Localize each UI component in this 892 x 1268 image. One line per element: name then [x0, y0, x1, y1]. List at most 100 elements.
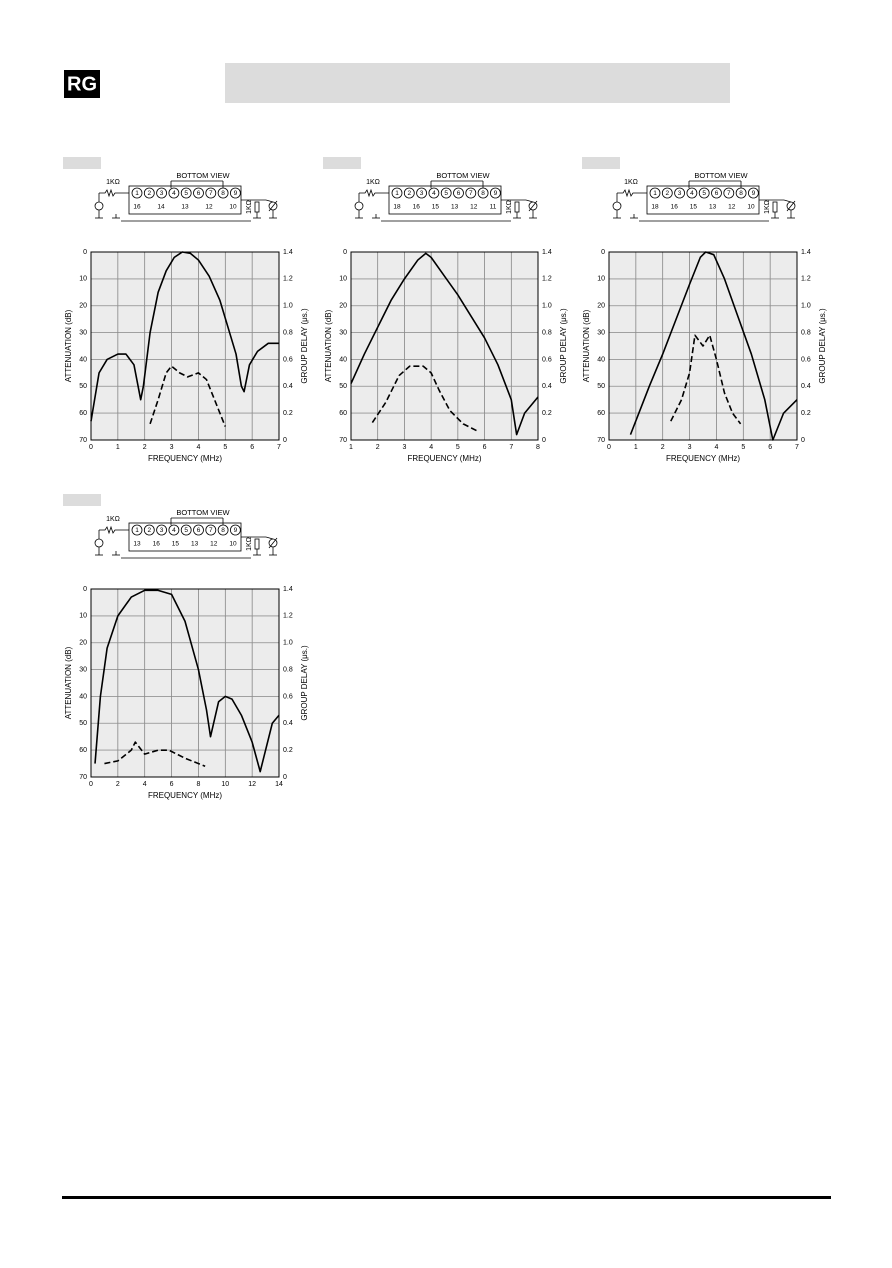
resistor — [254, 538, 260, 550]
plot-area — [351, 252, 538, 440]
pin — [674, 187, 685, 199]
pin — [229, 524, 241, 536]
resistor — [359, 188, 389, 198]
y2-axis-label: GROUP DELAY (μs.) — [300, 645, 309, 721]
pin — [477, 187, 489, 199]
y-tick-label: 0 — [83, 586, 87, 593]
y-axis-label: ATTENUATION (dB) — [64, 309, 73, 382]
x-tick-label: 4 — [196, 444, 200, 451]
y-tick-label: 40 — [79, 356, 87, 363]
plot-area — [91, 252, 279, 440]
pin — [723, 187, 735, 199]
wire — [265, 536, 274, 540]
x-tick-label: 1 — [349, 444, 353, 451]
resistor-label: 1KΩ — [106, 179, 120, 186]
y-tick-label: 10 — [79, 613, 87, 620]
y2-tick-label: 0.6 — [801, 356, 811, 363]
tag-box — [582, 157, 620, 169]
x-tick-label: 3 — [688, 444, 692, 451]
x-tick-label: 4 — [143, 781, 147, 788]
x-tick-label: 1 — [116, 444, 120, 451]
pin-label: 1 — [135, 527, 139, 534]
x-tick-label: 4 — [429, 444, 433, 451]
y-tick-label: 30 — [597, 329, 605, 336]
pin-label: 4 — [432, 190, 436, 197]
pin — [143, 524, 155, 536]
wire — [268, 537, 278, 549]
pin-label: 2 — [147, 527, 151, 534]
resistor-label: 1KΩ — [246, 537, 253, 551]
pin-label: 7 — [469, 190, 473, 197]
y2-tick-label: 1.4 — [283, 586, 293, 593]
series-line — [90, 251, 279, 422]
y2-tick-label: 0.8 — [801, 329, 811, 336]
pin-label: 12 — [470, 204, 478, 211]
x-axis-label: FREQUENCY (MHz) — [148, 791, 222, 800]
pin — [217, 524, 229, 536]
resistor — [514, 201, 520, 213]
pin-label: 9 — [234, 190, 238, 197]
tag-box — [63, 494, 101, 506]
y2-tick-label: 1.2 — [283, 613, 293, 620]
pin-label: 8 — [221, 190, 225, 197]
y-tick-label: 30 — [339, 329, 347, 336]
x-tick-label: 8 — [536, 444, 540, 451]
pin — [131, 187, 143, 199]
pin-label: 14 — [157, 204, 165, 211]
pin-label: 6 — [715, 190, 719, 197]
pin-label: 3 — [420, 190, 424, 197]
diagram-title: BOTTOM VIEW — [176, 508, 230, 517]
pin-label: 10 — [229, 541, 237, 548]
x-tick-label: 0 — [607, 444, 611, 451]
source — [354, 201, 364, 211]
plot-area — [91, 589, 279, 777]
pin — [205, 187, 217, 199]
y2-tick-label: 1.0 — [283, 303, 293, 310]
x-tick-label: 12 — [248, 781, 256, 788]
pin — [489, 187, 501, 199]
pin-label: 8 — [481, 190, 485, 197]
pin-label: 18 — [393, 204, 401, 211]
x-tick-label: 6 — [250, 444, 254, 451]
resistor-label: 1KΩ — [764, 200, 771, 214]
pin — [229, 187, 241, 199]
series-line — [104, 741, 206, 768]
y2-tick-label: 0.8 — [283, 329, 293, 336]
pin — [465, 187, 477, 199]
logo: RG — [67, 73, 97, 95]
pin — [168, 187, 180, 199]
pin — [403, 187, 415, 199]
x-tick-label: 1 — [634, 444, 638, 451]
x-tick-label: 2 — [661, 444, 665, 451]
plot-frame — [350, 251, 539, 441]
y-tick-label: 10 — [597, 276, 605, 283]
x-tick-label: 14 — [275, 781, 283, 788]
y2-tick-label: 0 — [801, 437, 805, 444]
resistor-label: 1KΩ — [246, 200, 253, 214]
y2-tick-label: 1.2 — [283, 276, 293, 283]
y-tick-label: 40 — [597, 356, 605, 363]
pin-label: 15 — [172, 541, 180, 548]
pin-label: 3 — [160, 190, 164, 197]
pin — [156, 524, 168, 536]
series-line — [350, 252, 539, 436]
y-tick-label: 60 — [339, 410, 347, 417]
resistor — [617, 188, 647, 198]
header-bar — [225, 63, 730, 103]
pin-label: 10 — [229, 204, 237, 211]
y2-tick-label: 0.2 — [283, 410, 293, 417]
pin-label: 5 — [184, 190, 188, 197]
x-tick-label: 7 — [509, 444, 513, 451]
y2-tick-label: 0.4 — [283, 720, 293, 727]
wire — [528, 200, 538, 212]
wire — [268, 200, 278, 212]
plot-frame — [608, 251, 798, 441]
pin-label: 6 — [457, 190, 461, 197]
x-tick-label: 3 — [170, 444, 174, 451]
x-tick-label: 0 — [89, 781, 93, 788]
pin-label: 3 — [160, 527, 164, 534]
y-tick-label: 60 — [79, 410, 87, 417]
